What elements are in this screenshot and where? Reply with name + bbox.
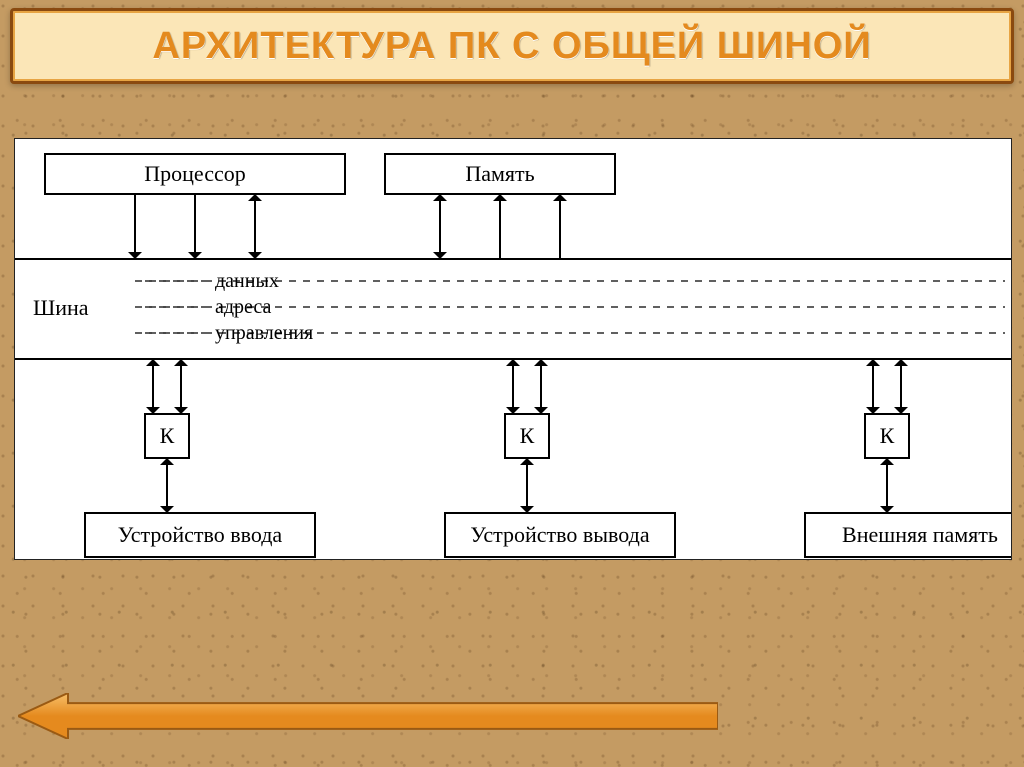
- back-arrow-icon: [18, 693, 718, 739]
- back-arrow-button[interactable]: [18, 693, 718, 739]
- title-banner: АРХИТЕКТУРА ПК С ОБЩЕЙ ШИНОЙ: [10, 8, 1014, 84]
- device-label: Устройство вывода: [470, 522, 649, 547]
- lane-label: данных: [215, 270, 279, 292]
- controller-label: К: [880, 423, 895, 448]
- page-title: АРХИТЕКТУРА ПК С ОБЩЕЙ ШИНОЙ: [152, 25, 871, 68]
- device-label: Устройство ввода: [118, 522, 283, 547]
- controller-label: К: [520, 423, 535, 448]
- block-label: Процессор: [144, 161, 246, 186]
- lane-label: адреса: [215, 296, 272, 318]
- block-label: Память: [465, 161, 534, 186]
- lane-label: управления: [215, 322, 313, 344]
- bus-architecture-diagram: Шина данных адреса управления Процессор Памят…: [14, 138, 1012, 560]
- bus-label: Шина: [33, 295, 89, 320]
- device-label: Внешняя память: [842, 522, 998, 547]
- controller-label: К: [160, 423, 175, 448]
